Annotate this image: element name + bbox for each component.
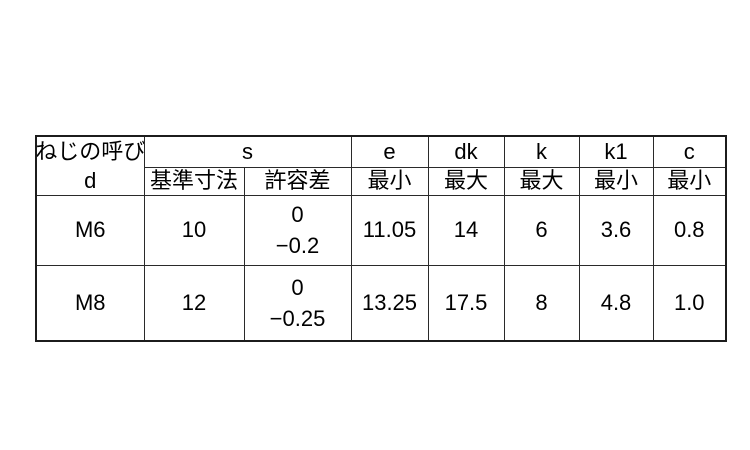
tolerance-upper: 0 [291,202,304,227]
header-row-2: 基準寸法 許容差 最小 最大 最大 最小 最小 [36,166,727,197]
header-thread-size-title: ねじの呼び [36,139,144,165]
cell-m6-c: 0.8 [652,195,727,266]
cell-m6-e: 11.05 [350,195,429,266]
tolerance-lower: −0.2 [275,233,320,258]
header-k: k [503,135,580,168]
header-s-tolerance: 許容差 [243,166,352,197]
header-c: c [652,135,727,168]
cell-m8-s-basic: 12 [143,265,245,342]
header-dk-max: 最大 [427,166,505,197]
cell-m6-dk: 14 [427,195,505,266]
tolerance-upper: 0 [291,274,304,300]
header-thread-size-symbol: d [84,168,97,194]
tolerance-stack: 0 −0.25 [245,266,350,340]
tolerance-lower: −0.25 [269,305,326,331]
cell-m6-k1: 3.6 [578,195,654,266]
header-e: e [350,135,429,168]
header-dk: dk [427,135,505,168]
cell-m6-tolerance: 0 −0.2 [243,195,352,266]
cell-m8-tolerance: 0 −0.25 [243,265,352,342]
table-row-m8: M8 12 0 −0.25 13.25 17.5 8 4.8 1.0 [35,265,727,342]
cell-m8-k: 8 [503,265,580,342]
cell-m6-s-basic: 10 [143,195,245,266]
header-k1-min: 最小 [578,166,654,197]
header-s: s [143,135,352,168]
cell-m8-e: 13.25 [350,265,429,342]
cell-m8-k1: 4.8 [578,265,654,342]
cell-m8-c: 1.0 [652,265,727,342]
screw-spec-table: ねじの呼び d s e dk k k1 c 基準寸法 許容差 最小 最大 最大 … [35,135,727,342]
header-k-max: 最大 [503,166,580,197]
tolerance-stack: 0 −0.2 [245,197,350,265]
header-row-1: ねじの呼び d s e dk k k1 c [35,135,727,196]
header-k1: k1 [578,135,654,168]
header-thread-size-cell: ねじの呼び d [35,135,145,196]
spec-table: ねじの呼び d s e dk k k1 c 基準寸法 許容差 最小 最大 最大 … [35,135,727,342]
header-c-min: 最小 [652,166,727,197]
table-row-m6: M6 10 0 −0.2 11.05 14 6 3.6 0.8 [35,195,727,266]
cell-m6-k: 6 [503,195,580,266]
header-s-basic-dimension: 基準寸法 [143,166,245,197]
cell-m8-d: M8 [35,265,145,342]
cell-m8-dk: 17.5 [427,265,505,342]
cell-m6-d: M6 [35,195,145,266]
header-e-min: 最小 [350,166,429,197]
